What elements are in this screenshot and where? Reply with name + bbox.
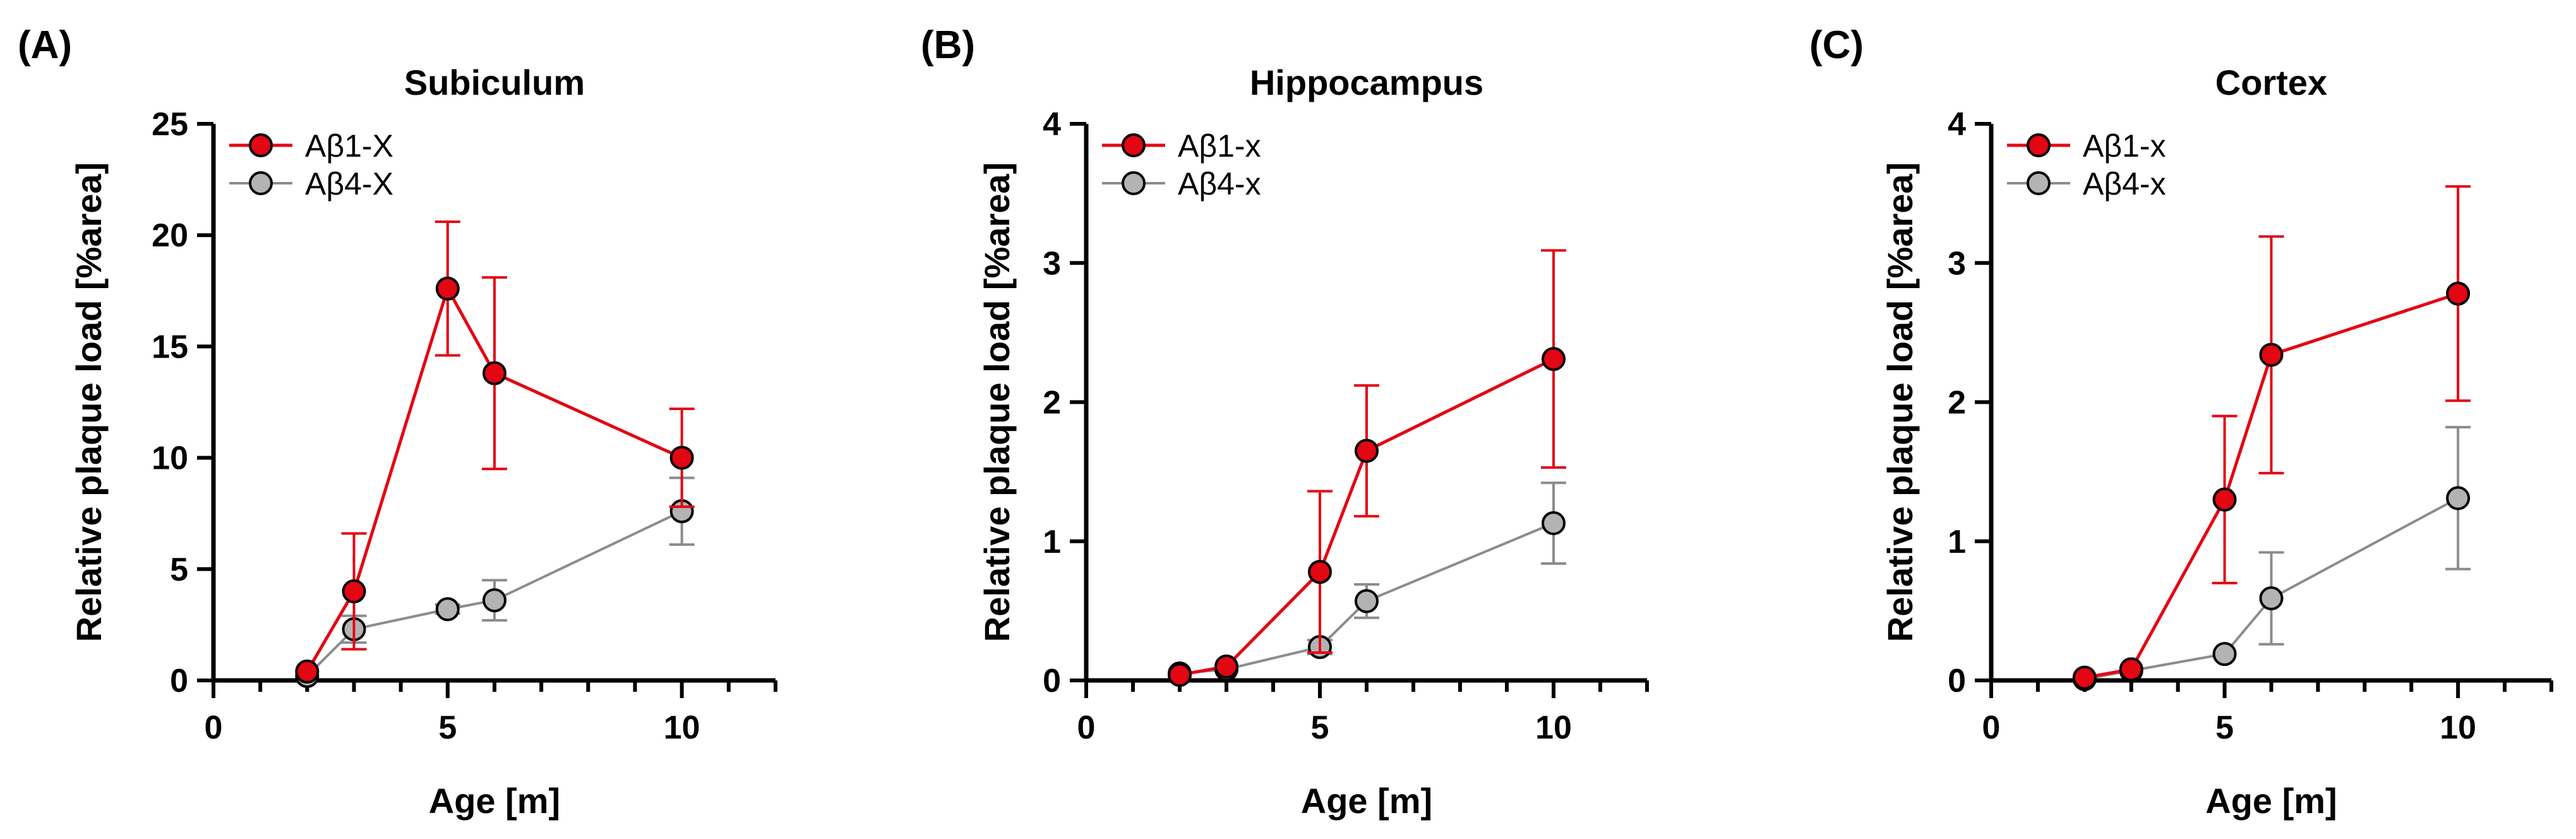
- data-point: [1355, 589, 1379, 613]
- x-tick-label: 5: [2215, 709, 2234, 746]
- data-point: [2072, 665, 2097, 690]
- x-tick-label: 0: [205, 709, 223, 746]
- data-point: [295, 659, 320, 684]
- x-tick-label: 10: [2440, 709, 2476, 746]
- data-point: [1355, 438, 1379, 463]
- y-tick-label: 15: [152, 329, 188, 365]
- x-axis-label: Age [m]: [1301, 781, 1432, 821]
- chart-panel-3: (C) Cortex 0 1 2 3 4 0 5 10 Age [m] Relative plaque…: [1809, 23, 2553, 821]
- panel-label: (B): [921, 23, 975, 67]
- y-axis-label: Relative plaque load [%area]: [69, 162, 109, 642]
- panel-label: (A): [18, 23, 72, 67]
- data-point: [482, 361, 506, 385]
- y-tick-label: 2: [1043, 385, 1061, 421]
- y-tick-label: 1: [1043, 524, 1061, 560]
- y-tick-label: 4: [1043, 106, 1061, 143]
- chart-title: Hippocampus: [1250, 63, 1483, 102]
- legend-marker: [2027, 133, 2051, 157]
- data-point: [435, 276, 460, 301]
- y-tick-label: 3: [1043, 245, 1061, 282]
- data-point: [2259, 586, 2284, 611]
- x-tick-label: 5: [1311, 709, 1329, 746]
- y-tick-label: 1: [1948, 524, 1966, 560]
- series-1: [1168, 249, 1566, 687]
- legend-marker: [249, 133, 273, 157]
- data-point: [2212, 487, 2237, 512]
- x-tick-label: 10: [1535, 709, 1572, 746]
- chart-title: Subiculum: [404, 63, 585, 102]
- chart-panel-1: (A) Subiculum 0 5 10 15 20 25 0 5 10 Age [m] Relativ…: [18, 23, 777, 821]
- data-point: [1542, 347, 1566, 371]
- x-tick-label: 0: [1077, 709, 1096, 746]
- y-tick-label: 20: [152, 217, 188, 254]
- data-point: [1168, 663, 1192, 687]
- legend-label: Aβ4-x: [1178, 166, 1261, 202]
- y-tick-label: 2: [1948, 385, 1966, 421]
- data-point: [1308, 560, 1332, 584]
- x-axis-label: Age [m]: [429, 781, 560, 821]
- data-point: [342, 579, 366, 604]
- legend-label: Aβ4-X: [305, 166, 393, 202]
- data-point: [2119, 657, 2143, 682]
- x-axis-label: Age [m]: [2205, 781, 2337, 821]
- data-point: [2212, 642, 2237, 667]
- data-point: [435, 597, 460, 622]
- y-axis-label: Relative plaque load [%area]: [977, 162, 1017, 642]
- y-tick-label: 10: [152, 440, 188, 477]
- y-tick-label: 0: [170, 663, 188, 699]
- x-tick-label: 0: [1982, 709, 2001, 746]
- y-tick-label: 0: [1043, 663, 1061, 699]
- data-point: [669, 445, 694, 470]
- y-tick-label: 0: [1948, 663, 1966, 699]
- y-tick-label: 3: [1948, 245, 1966, 282]
- panel-label: (C): [1809, 23, 1864, 67]
- legend-label: Aβ1-x: [2083, 128, 2166, 164]
- data-point: [1542, 511, 1566, 536]
- y-axis-label: Relative plaque load [%area]: [1880, 162, 1920, 642]
- legend-marker: [2027, 171, 2051, 195]
- data-point: [482, 588, 506, 613]
- legend-marker: [1122, 171, 1146, 195]
- y-tick-label: 5: [170, 552, 188, 588]
- legend-label: Aβ4-x: [2083, 166, 2166, 202]
- chart-panel-2: (B) Hippocampus 0 1 2 3 4 0 5 10 Age [m] Relative p…: [921, 23, 1649, 821]
- legend-marker: [249, 171, 273, 195]
- y-tick-label: 4: [1948, 106, 1966, 143]
- data-point: [1214, 654, 1238, 679]
- x-tick-label: 10: [664, 709, 700, 746]
- legend-label: Aβ1-X: [305, 128, 393, 164]
- series-1: [295, 220, 695, 684]
- data-point: [2446, 486, 2471, 510]
- legend-label: Aβ1-x: [1178, 128, 1261, 164]
- series-1: [2072, 185, 2471, 690]
- x-tick-label: 5: [438, 709, 457, 746]
- data-point: [2446, 281, 2471, 306]
- y-tick-label: 25: [152, 106, 188, 143]
- legend-marker: [1122, 133, 1146, 157]
- chart-title: Cortex: [2215, 63, 2327, 102]
- data-point: [2259, 342, 2284, 367]
